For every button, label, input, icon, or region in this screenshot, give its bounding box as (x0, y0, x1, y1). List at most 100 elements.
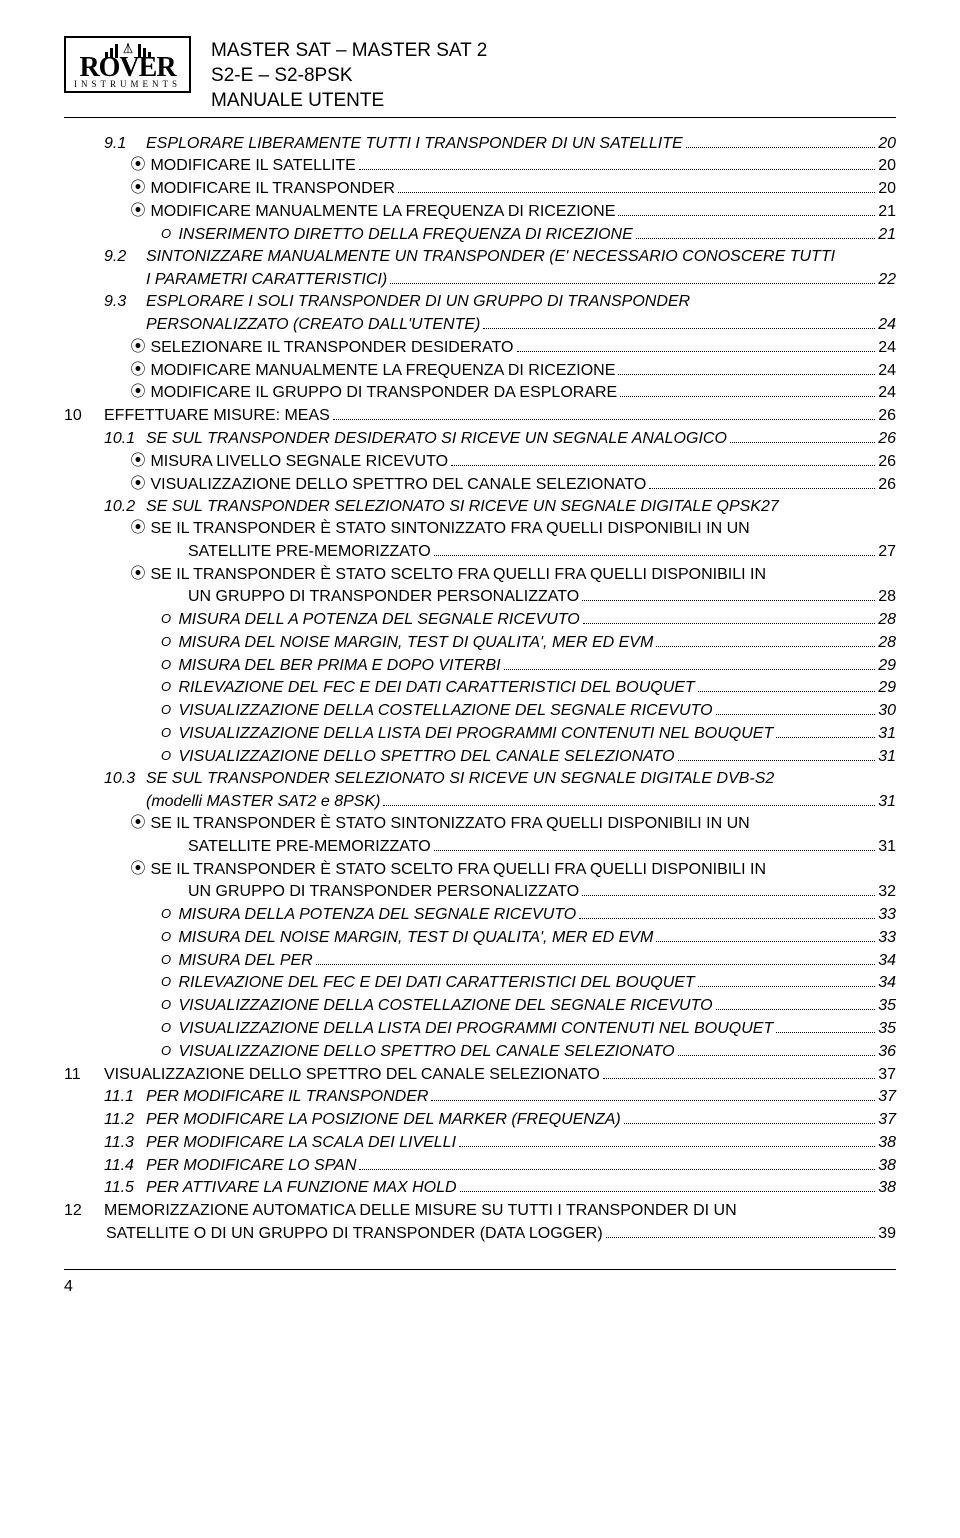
dot-leader-icon (624, 1109, 875, 1124)
dot-leader-icon (698, 972, 876, 987)
toc-entry-page: 32 (878, 881, 896, 903)
dot-leader-icon (649, 473, 875, 488)
toc-entry-page: 38 (878, 1155, 896, 1177)
toc-entry: O VISUALIZZAZIONE DELLA LISTA DEI PROGRA… (64, 1018, 896, 1041)
toc-entry: O MISURA DELLA POTENZA DEL SEGNALE RICEV… (64, 904, 896, 927)
toc-entry-text-cont: SATELLITE O DI UN GRUPPO DI TRANSPONDER … (106, 1223, 603, 1245)
toc-entry: ⦿ MISURA LIVELLO SEGNALE RICEVUTO26 (64, 450, 896, 473)
toc-entry-number: 10.3 (104, 768, 146, 790)
toc-entry-text: MODIFICARE IL SATELLITE (150, 155, 355, 177)
toc-entry-text: VISUALIZZAZIONE DELLA LISTA DEI PROGRAMM… (178, 723, 773, 745)
toc-entry-text: MEMORIZZAZIONE AUTOMATICA DELLE MISURE S… (104, 1200, 737, 1222)
toc-entry: O VISUALIZZAZIONE DELLA COSTELLAZIONE DE… (64, 700, 896, 723)
bullet-odot-icon: ⦿ (130, 336, 146, 357)
dot-leader-icon (678, 745, 876, 760)
bullet-odot-icon: ⦿ (130, 200, 146, 221)
toc-entry: O VISUALIZZAZIONE DELLO SPETTRO DEL CANA… (64, 1040, 896, 1063)
bullet-o-icon: O (158, 678, 174, 696)
toc-entry: ⦿ MODIFICARE IL SATELLITE20 (64, 155, 896, 178)
toc-entry-number: 10.2 (104, 496, 146, 518)
dot-leader-icon (434, 541, 876, 556)
toc-entry-text: PER MODIFICARE LA SCALA DEI LIVELLI (146, 1132, 456, 1154)
bullet-odot-icon: ⦿ (130, 812, 146, 833)
toc-entry: O MISURA DELL A POTENZA DEL SEGNALE RICE… (64, 609, 896, 632)
dot-leader-icon (698, 677, 876, 692)
toc-entry-number: 11.4 (104, 1155, 146, 1177)
dot-leader-icon (451, 450, 875, 465)
toc-entry: O MISURA DEL NOISE MARGIN, TEST DI QUALI… (64, 926, 896, 949)
toc-entry: 11VISUALIZZAZIONE DELLO SPETTRO DEL CANA… (64, 1063, 896, 1086)
bullet-odot-icon: ⦿ (130, 473, 146, 494)
toc-entry-page: 31 (878, 746, 896, 768)
header-line-1: MASTER SAT – MASTER SAT 2 (211, 38, 487, 63)
toc-entry-text: VISUALIZZAZIONE DELLO SPETTRO DEL CANALE… (104, 1064, 600, 1086)
toc-entry: 10.2SE SUL TRANSPONDER SELEZIONATO SI RI… (64, 496, 896, 518)
dot-leader-icon (434, 836, 876, 851)
bullet-odot-icon: ⦿ (130, 450, 146, 471)
dot-leader-icon (504, 654, 876, 669)
dot-leader-icon (460, 1177, 876, 1192)
bullet-o-icon: O (158, 701, 174, 719)
toc-entry-page: 20 (878, 133, 896, 155)
toc-entry: O VISUALIZZAZIONE DELLA LISTA DEI PROGRA… (64, 723, 896, 746)
toc-entry-page: 33 (878, 927, 896, 949)
toc-entry-text-cont: UN GRUPPO DI TRANSPONDER PERSONALIZZATO (188, 881, 579, 903)
toc-entry-page: 20 (878, 155, 896, 177)
toc-entry-text: INSERIMENTO DIRETTO DELLA FREQUENZA DI R… (178, 224, 632, 246)
toc-entry-page: 21 (878, 201, 896, 223)
toc-entry-text: EFFETTUARE MISURE: MEAS (104, 405, 330, 427)
toc-entry-text: VISUALIZZAZIONE DELLO SPETTRO DEL CANALE… (150, 474, 646, 496)
toc-entry-page: 22 (878, 269, 896, 291)
toc-entry: ⦿ VISUALIZZAZIONE DELLO SPETTRO DEL CANA… (64, 473, 896, 496)
dot-leader-icon (583, 609, 875, 624)
toc-entry-text: SE SUL TRANSPONDER SELEZIONATO SI RICEVE… (146, 768, 774, 790)
toc-entry-page: 26 (878, 451, 896, 473)
toc-entry-number: 11.1 (104, 1086, 146, 1108)
toc-entry: 10EFFETTUARE MISURE: MEAS26 (64, 405, 896, 428)
toc-entry-text: MODIFICARE MANUALMENTE LA FREQUENZA DI R… (150, 201, 615, 223)
toc-entry-number: 9.2 (104, 246, 146, 268)
dot-leader-icon (483, 314, 875, 329)
toc-entry-page: 29 (878, 655, 896, 677)
dot-leader-icon (618, 359, 875, 374)
toc-entry-text: RILEVAZIONE DEL FEC E DEI DATI CARATTERI… (178, 972, 694, 994)
dot-leader-icon (606, 1222, 876, 1237)
dot-leader-icon (390, 269, 875, 284)
toc-entry-text: PER MODIFICARE LA POSIZIONE DEL MARKER (… (146, 1109, 621, 1131)
toc-entry-text: SINTONIZZARE MANUALMENTE UN TRANSPONDER … (146, 246, 835, 268)
toc-entry: 11.2PER MODIFICARE LA POSIZIONE DEL MARK… (64, 1109, 896, 1132)
toc-entry-text: SELEZIONARE IL TRANSPONDER DESIDERATO (150, 337, 513, 359)
toc-entry-page: 26 (878, 474, 896, 496)
toc-entry-text-cont: (modelli MASTER SAT2 e 8PSK) (146, 791, 380, 813)
bullet-o-icon: O (158, 951, 174, 969)
toc-entry-text: PER MODIFICARE IL TRANSPONDER (146, 1086, 428, 1108)
dot-leader-icon (716, 700, 876, 715)
toc-entry-page: 27 (878, 541, 896, 563)
toc-entry-text: ESPLORARE LIBERAMENTE TUTTI I TRANSPONDE… (146, 133, 683, 155)
toc-entry-page: 27 (761, 496, 779, 518)
toc-entry-number: 11 (64, 1064, 104, 1086)
toc-entry-text: VISUALIZZAZIONE DELLO SPETTRO DEL CANALE… (178, 1041, 674, 1063)
toc-entry-text: MODIFICARE IL GRUPPO DI TRANSPONDER DA E… (150, 382, 617, 404)
dot-leader-icon (776, 1018, 875, 1033)
bullet-o-icon: O (158, 905, 174, 923)
toc-entry-page: 21 (878, 224, 896, 246)
toc-entry-page: 37 (878, 1109, 896, 1131)
dot-leader-icon (359, 155, 875, 170)
bullet-o-icon: O (158, 656, 174, 674)
toc-entry: 11.4PER MODIFICARE LO SPAN38 (64, 1154, 896, 1177)
bullet-odot-icon: ⦿ (130, 359, 146, 380)
toc-entry: ⦿ SE IL TRANSPONDER È STATO SCELTO FRA Q… (64, 859, 896, 904)
toc-entry-text: VISUALIZZAZIONE DELLA COSTELLAZIONE DEL … (178, 995, 712, 1017)
bullet-odot-icon: ⦿ (130, 858, 146, 879)
toc-entry-page: 29 (878, 677, 896, 699)
toc-entry: ⦿ MODIFICARE IL GRUPPO DI TRANSPONDER DA… (64, 382, 896, 405)
toc-entry-number: 9.3 (104, 291, 146, 313)
bullet-odot-icon: ⦿ (130, 381, 146, 402)
toc-entry-page: 28 (878, 632, 896, 654)
toc-entry-text: VISUALIZZAZIONE DELLO SPETTRO DEL CANALE… (178, 746, 674, 768)
toc-entry: 10.1SE SUL TRANSPONDER DESIDERATO SI RIC… (64, 428, 896, 451)
dot-leader-icon (636, 223, 875, 238)
bullet-o-icon: O (158, 747, 174, 765)
bullet-o-icon: O (158, 724, 174, 742)
